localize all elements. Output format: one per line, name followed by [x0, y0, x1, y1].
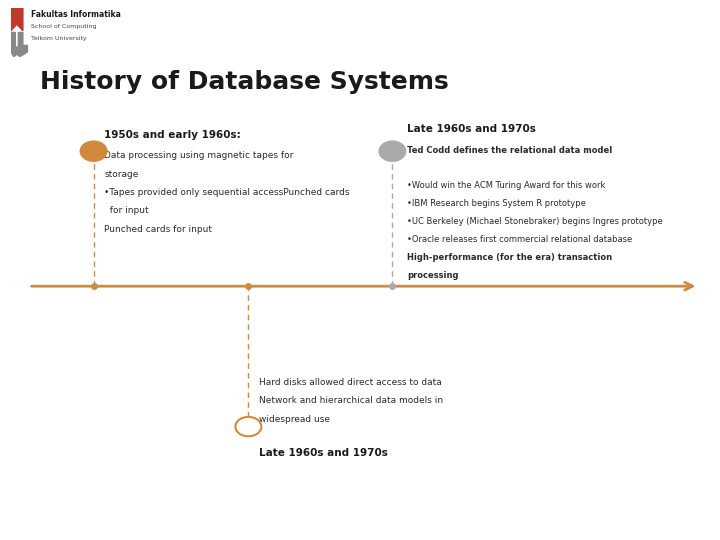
- Circle shape: [81, 141, 107, 161]
- Circle shape: [379, 141, 405, 161]
- Text: Punched cards for input: Punched cards for input: [104, 225, 212, 234]
- Text: for input: for input: [104, 206, 149, 215]
- Text: •IBM Research begins System R prototype: •IBM Research begins System R prototype: [407, 199, 585, 208]
- Text: •UC Berkeley (Michael Stonebraker) begins Ingres prototype: •UC Berkeley (Michael Stonebraker) begin…: [407, 217, 662, 226]
- Text: Network and hierarchical data models in: Network and hierarchical data models in: [259, 396, 444, 406]
- Text: 1950s and early 1960s:: 1950s and early 1960s:: [104, 130, 241, 140]
- Text: Late 1960s and 1970s: Late 1960s and 1970s: [259, 448, 388, 458]
- Text: •Would win the ACM Turing Award for this work: •Would win the ACM Turing Award for this…: [407, 181, 606, 191]
- Polygon shape: [11, 32, 27, 57]
- Text: •Tapes provided only sequential accessPunched cards: •Tapes provided only sequential accessPu…: [104, 188, 350, 197]
- Text: Data processing using magnetic tapes for: Data processing using magnetic tapes for: [104, 151, 294, 160]
- Polygon shape: [11, 8, 23, 31]
- Text: Ted Codd defines the relational data model: Ted Codd defines the relational data mod…: [407, 146, 612, 155]
- Circle shape: [235, 417, 261, 436]
- Text: •Oracle releases first commercial relational database: •Oracle releases first commercial relati…: [407, 235, 632, 244]
- Text: widespread use: widespread use: [259, 415, 330, 424]
- Text: Late 1960s and 1970s: Late 1960s and 1970s: [407, 124, 536, 134]
- Text: storage: storage: [104, 170, 139, 179]
- Text: Telkom University: Telkom University: [31, 36, 86, 40]
- Text: Fakultas Informatika: Fakultas Informatika: [31, 10, 121, 19]
- Text: processing: processing: [407, 271, 459, 280]
- Text: Hard disks allowed direct access to data: Hard disks allowed direct access to data: [259, 378, 442, 387]
- Text: History of Database Systems: History of Database Systems: [40, 70, 449, 94]
- Text: High-performance (for the era) transaction: High-performance (for the era) transacti…: [407, 253, 612, 262]
- Text: School of Computing: School of Computing: [31, 24, 96, 29]
